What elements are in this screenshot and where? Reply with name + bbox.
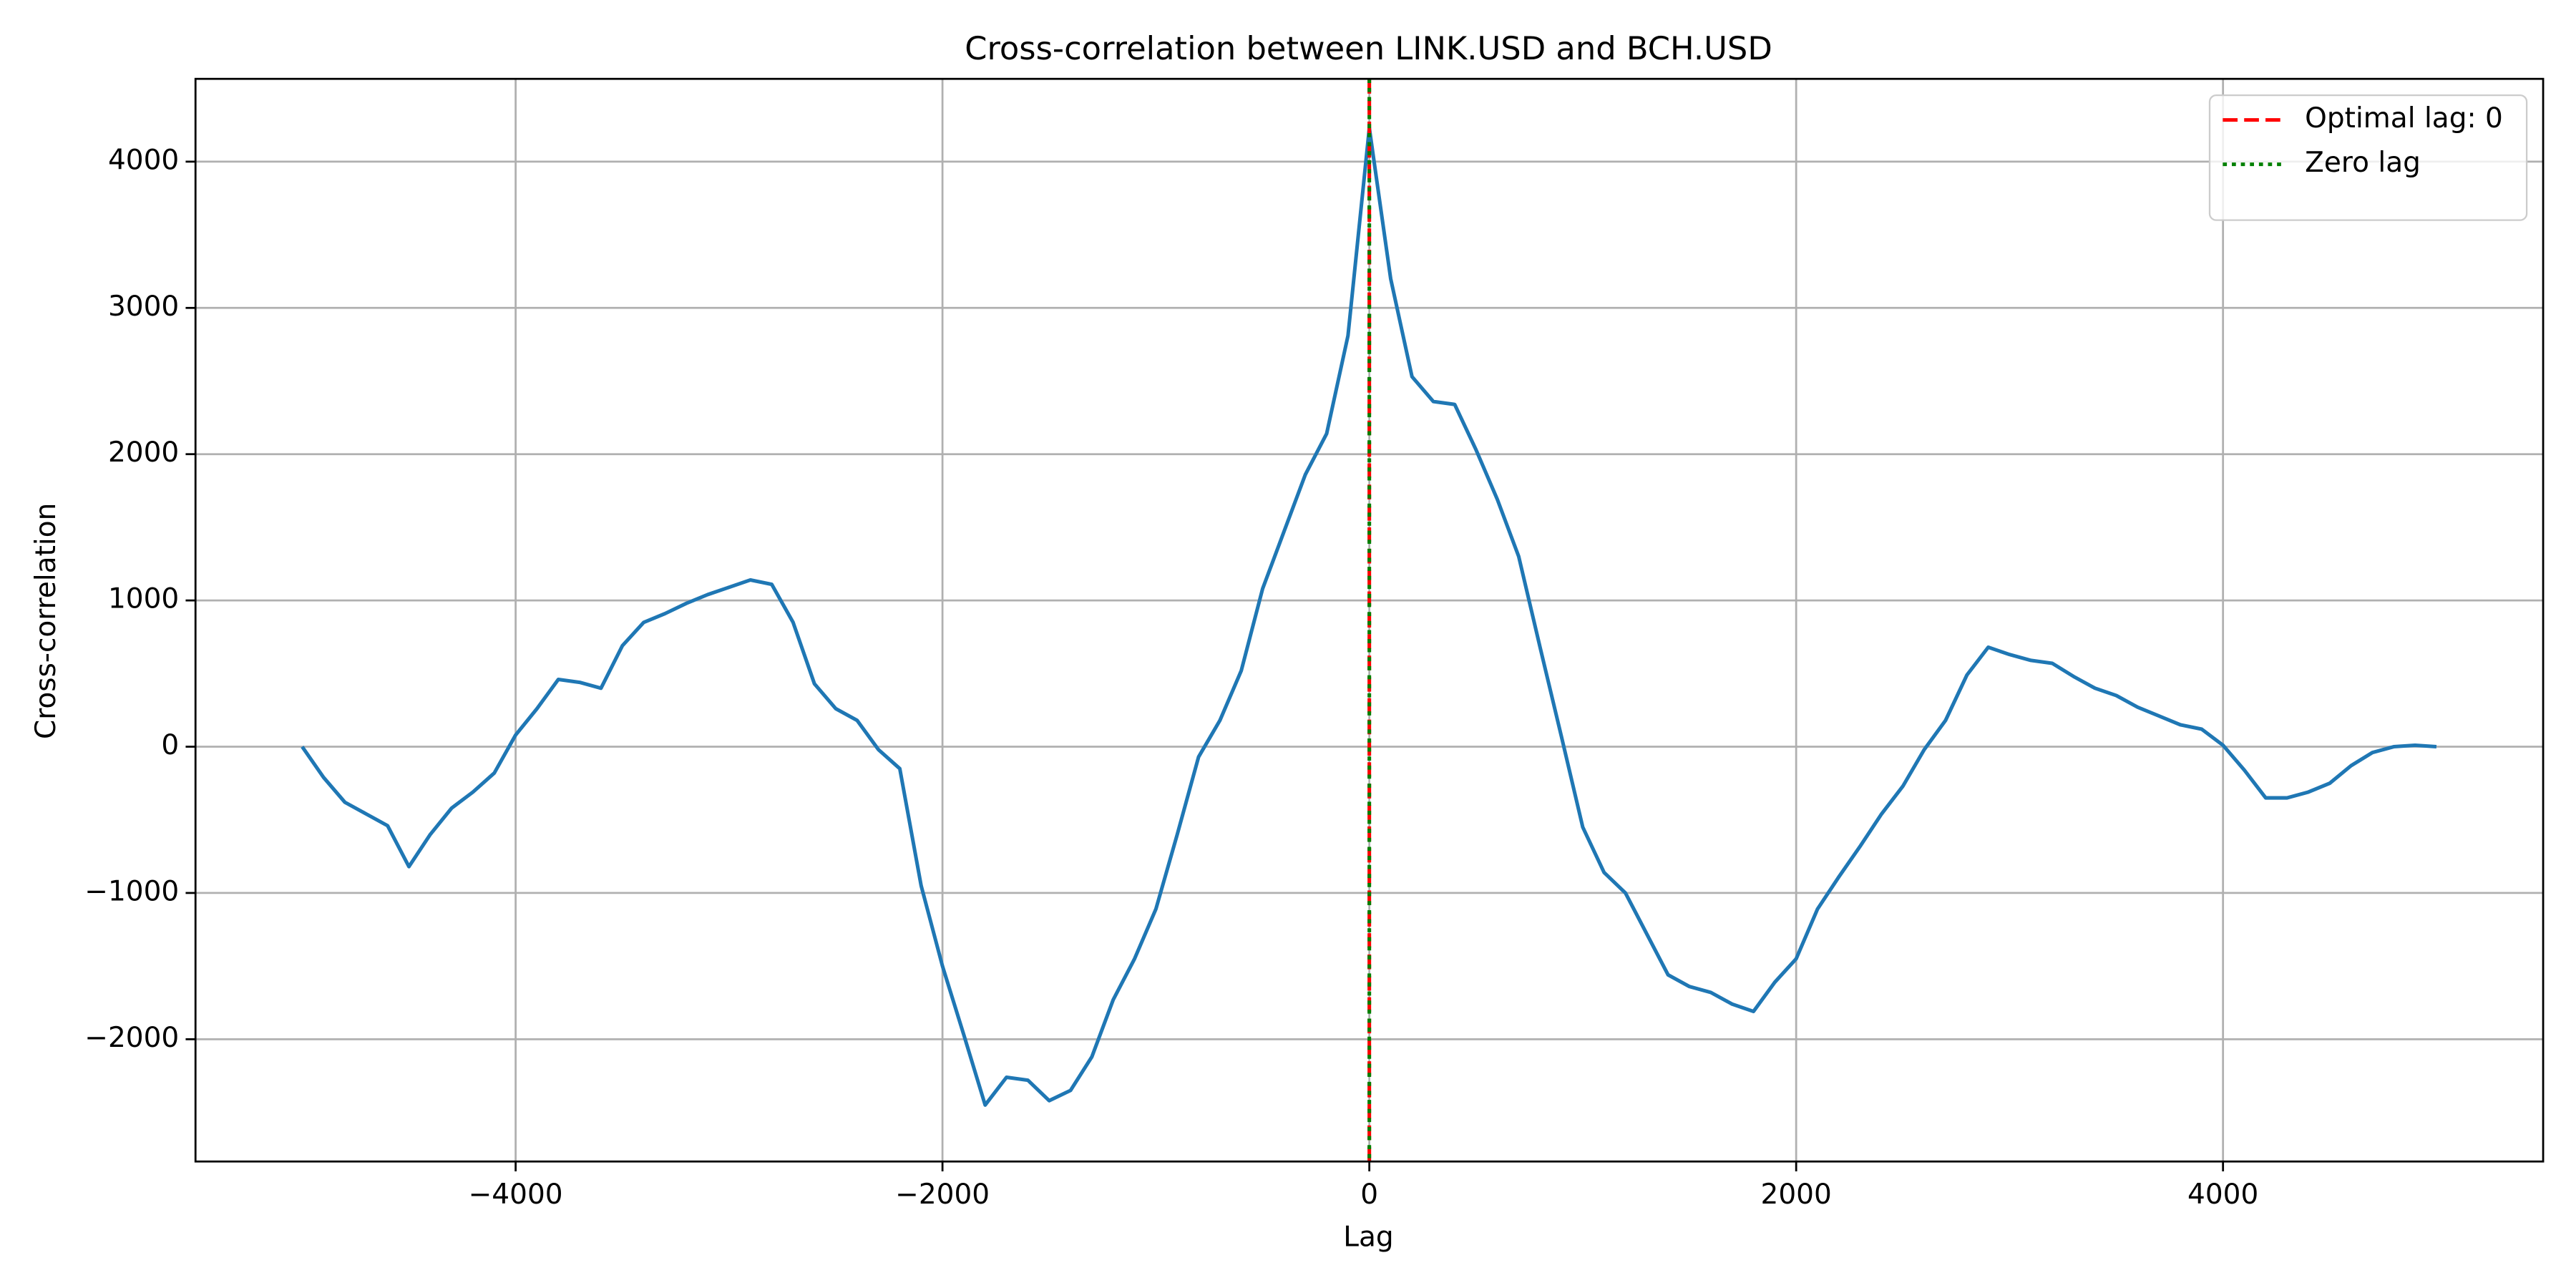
y-tick-label: 2000 xyxy=(108,436,179,469)
y-tick-label: 1000 xyxy=(108,583,179,615)
y-tick-label: −2000 xyxy=(84,1022,179,1054)
x-tick-label: −4000 xyxy=(469,1179,563,1211)
y-tick-label: −1000 xyxy=(84,875,179,907)
y-axis-label: Cross-correlation xyxy=(30,503,62,739)
legend: Optimal lag: 0 Zero lag xyxy=(2208,94,2528,221)
x-tick-label: −2000 xyxy=(895,1179,990,1211)
chart-title: Cross-correlation between LINK.USD and B… xyxy=(965,29,1772,67)
x-tick-label: 4000 xyxy=(2187,1179,2258,1211)
legend-label: Optimal lag: 0 xyxy=(2305,102,2503,135)
plot-frame xyxy=(194,77,2545,1163)
x-axis-label: Lag xyxy=(1343,1221,1393,1254)
legend-label: Zero lag xyxy=(2305,147,2421,179)
y-tick-label: 4000 xyxy=(108,144,179,176)
x-tick-label: 2000 xyxy=(1761,1179,1832,1211)
y-tick-label: 3000 xyxy=(108,291,179,323)
legend-frame xyxy=(2208,94,2528,221)
y-tick-label: 0 xyxy=(161,729,179,761)
x-tick-label: 0 xyxy=(1360,1179,1378,1211)
